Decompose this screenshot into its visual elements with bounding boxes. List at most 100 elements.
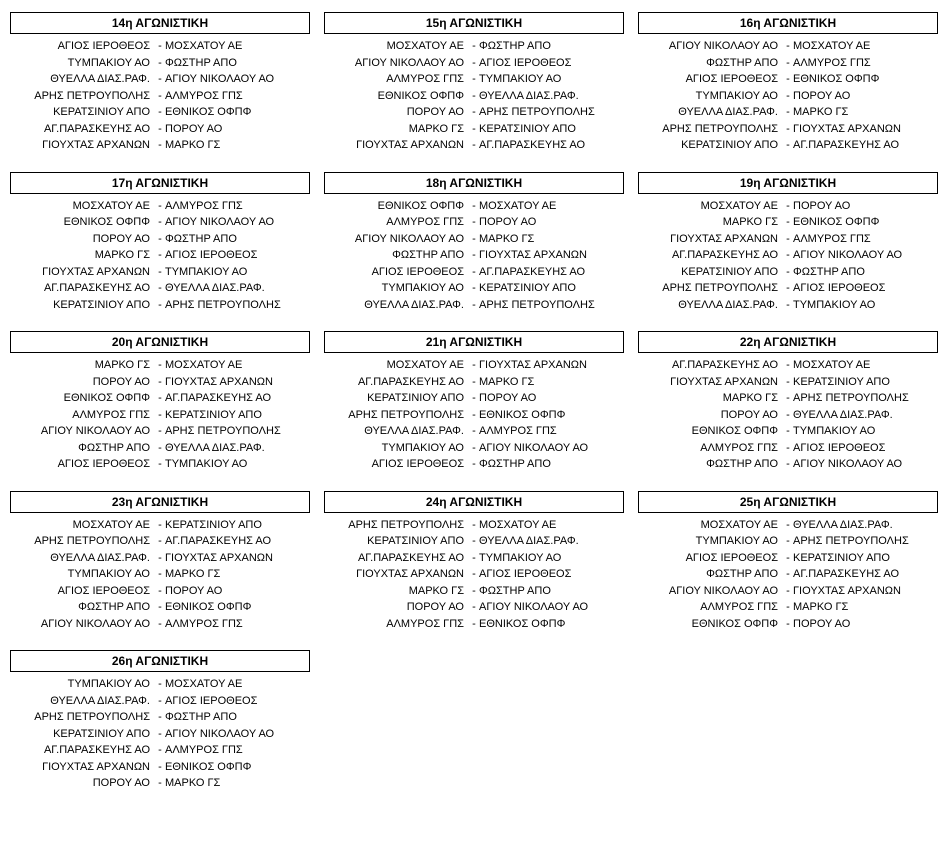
fixture-match-row: ΚΕΡΑΤΣΙΝΙΟΥ ΑΠΟ-ΑΓΙΟΥ ΝΙΚΟΛΑΟΥ ΑΟ	[10, 726, 310, 743]
fixture-match-row: ΦΩΣΤΗΡ ΑΠΟ-ΓΙΟΥΧΤΑΣ ΑΡΧΑΝΩΝ	[324, 247, 624, 264]
away-team: ΜΟΣΧΑΤΟΥ ΑΕ	[793, 357, 938, 374]
home-team: ΑΡΗΣ ΠΕΤΡΟΥΠΟΛΗΣ	[10, 88, 155, 105]
fixture-match-row: ΠΟΡΟΥ ΑΟ-ΓΙΟΥΧΤΑΣ ΑΡΧΑΝΩΝ	[10, 374, 310, 391]
home-team: ΜΑΡΚΟ ΓΣ	[10, 247, 155, 264]
match-separator: -	[783, 456, 793, 473]
home-team: ΚΕΡΑΤΣΙΝΙΟΥ ΑΠΟ	[10, 104, 155, 121]
away-team: ΠΟΡΟΥ ΑΟ	[793, 198, 938, 215]
away-team: ΠΟΡΟΥ ΑΟ	[793, 616, 938, 633]
fixture-match-row: ΑΛΜΥΡΟΣ ΓΠΣ-ΠΟΡΟΥ ΑΟ	[324, 214, 624, 231]
match-separator: -	[469, 440, 479, 457]
away-team: ΑΛΜΥΡΟΣ ΓΠΣ	[793, 55, 938, 72]
home-team: ΑΓΙΟΣ ΙΕΡΟΘΕΟΣ	[10, 38, 155, 55]
home-team: ΑΓ.ΠΑΡΑΣΚΕΥΗΣ ΑΟ	[324, 374, 469, 391]
home-team: ΕΘΝΙΚΟΣ ΟΦΠΦ	[638, 423, 783, 440]
match-separator: -	[155, 214, 165, 231]
away-team: ΑΓΙΟΥ ΝΙΚΟΛΑΟΥ ΑΟ	[165, 214, 310, 231]
match-separator: -	[783, 280, 793, 297]
fixture-match-row: ΘΥΕΛΛΑ ΔΙΑΣ.ΡΑΦ.-ΑΛΜΥΡΟΣ ΓΠΣ	[324, 423, 624, 440]
match-separator: -	[469, 550, 479, 567]
away-team: ΚΕΡΑΤΣΙΝΙΟΥ ΑΠΟ	[165, 407, 310, 424]
fixture-match-row: ΦΩΣΤΗΡ ΑΠΟ-ΑΓ.ΠΑΡΑΣΚΕΥΗΣ ΑΟ	[638, 566, 938, 583]
fixture-block: 16η ΑΓΩΝΙΣΤΙΚΗΑΓΙΟΥ ΝΙΚΟΛΑΟΥ ΑΟ-ΜΟΣΧΑΤΟΥ…	[638, 12, 938, 154]
away-team: ΑΓΙΟΥ ΝΙΚΟΛΑΟΥ ΑΟ	[165, 71, 310, 88]
home-team: ΘΥΕΛΛΑ ΔΙΑΣ.ΡΑΦ.	[324, 297, 469, 314]
home-team: ΓΙΟΥΧΤΑΣ ΑΡΧΑΝΩΝ	[638, 231, 783, 248]
match-separator: -	[469, 88, 479, 105]
match-separator: -	[155, 599, 165, 616]
fixture-match-row: ΦΩΣΤΗΡ ΑΠΟ-ΕΘΝΙΚΟΣ ΟΦΠΦ	[10, 599, 310, 616]
away-team: ΜΟΣΧΑΤΟΥ ΑΕ	[165, 676, 310, 693]
fixture-match-row: ΕΘΝΙΚΟΣ ΟΦΠΦ-ΑΓΙΟΥ ΝΙΚΟΛΑΟΥ ΑΟ	[10, 214, 310, 231]
fixture-match-row: ΚΕΡΑΤΣΙΝΙΟΥ ΑΠΟ-ΦΩΣΤΗΡ ΑΠΟ	[638, 264, 938, 281]
match-separator: -	[783, 264, 793, 281]
fixture-match-row: ΑΓΙΟΥ ΝΙΚΟΛΑΟΥ ΑΟ-ΓΙΟΥΧΤΑΣ ΑΡΧΑΝΩΝ	[638, 583, 938, 600]
fixture-block-title: 19η ΑΓΩΝΙΣΤΙΚΗ	[638, 172, 938, 194]
fixture-match-row: ΑΛΜΥΡΟΣ ΓΠΣ-ΚΕΡΑΤΣΙΝΙΟΥ ΑΠΟ	[10, 407, 310, 424]
match-separator: -	[155, 121, 165, 138]
home-team: ΠΟΡΟΥ ΑΟ	[638, 407, 783, 424]
home-team: ΜΑΡΚΟ ΓΣ	[638, 390, 783, 407]
fixture-match-row: ΑΓΙΟΣ ΙΕΡΟΘΕΟΣ-ΤΥΜΠΑΚΙΟΥ ΑΟ	[10, 456, 310, 473]
fixture-match-row: ΚΕΡΑΤΣΙΝΙΟΥ ΑΠΟ-ΑΓ.ΠΑΡΑΣΚΕΥΗΣ ΑΟ	[638, 137, 938, 154]
away-team: ΦΩΣΤΗΡ ΑΠΟ	[165, 231, 310, 248]
away-team: ΠΟΡΟΥ ΑΟ	[165, 583, 310, 600]
away-team: ΕΘΝΙΚΟΣ ΟΦΠΦ	[479, 616, 624, 633]
match-separator: -	[155, 440, 165, 457]
away-team: ΜΟΣΧΑΤΟΥ ΑΕ	[479, 517, 624, 534]
match-separator: -	[155, 456, 165, 473]
away-team: ΜΑΡΚΟ ΓΣ	[793, 599, 938, 616]
away-team: ΑΓ.ΠΑΡΑΣΚΕΥΗΣ ΑΟ	[165, 533, 310, 550]
match-separator: -	[469, 423, 479, 440]
match-separator: -	[783, 71, 793, 88]
home-team: ΜΑΡΚΟ ΓΣ	[324, 583, 469, 600]
away-team: ΘΥΕΛΛΑ ΔΙΑΣ.ΡΑΦ.	[165, 280, 310, 297]
match-separator: -	[155, 676, 165, 693]
fixture-match-row: ΦΩΣΤΗΡ ΑΠΟ-ΑΛΜΥΡΟΣ ΓΠΣ	[638, 55, 938, 72]
away-team: ΑΓΙΟΣ ΙΕΡΟΘΕΟΣ	[793, 440, 938, 457]
away-team: ΤΥΜΠΑΚΙΟΥ ΑΟ	[479, 71, 624, 88]
match-separator: -	[469, 104, 479, 121]
away-team: ΑΡΗΣ ΠΕΤΡΟΥΠΟΛΗΣ	[793, 533, 938, 550]
match-separator: -	[155, 198, 165, 215]
home-team: ΓΙΟΥΧΤΑΣ ΑΡΧΑΝΩΝ	[324, 566, 469, 583]
home-team: ΓΙΟΥΧΤΑΣ ΑΡΧΑΝΩΝ	[324, 137, 469, 154]
fixture-block-title: 18η ΑΓΩΝΙΣΤΙΚΗ	[324, 172, 624, 194]
fixture-block: 22η ΑΓΩΝΙΣΤΙΚΗΑΓ.ΠΑΡΑΣΚΕΥΗΣ ΑΟ-ΜΟΣΧΑΤΟΥ …	[638, 331, 938, 473]
away-team: ΑΡΗΣ ΠΕΤΡΟΥΠΟΛΗΣ	[165, 297, 310, 314]
home-team: ΑΡΗΣ ΠΕΤΡΟΥΠΟΛΗΣ	[324, 407, 469, 424]
home-team: ΑΓΙΟΣ ΙΕΡΟΘΕΟΣ	[324, 264, 469, 281]
fixture-match-row: ΕΘΝΙΚΟΣ ΟΦΠΦ-ΘΥΕΛΛΑ ΔΙΑΣ.ΡΑΦ.	[324, 88, 624, 105]
fixture-match-row: ΜΑΡΚΟ ΓΣ-ΑΡΗΣ ΠΕΤΡΟΥΠΟΛΗΣ	[638, 390, 938, 407]
match-separator: -	[155, 407, 165, 424]
away-team: ΑΛΜΥΡΟΣ ΓΠΣ	[165, 198, 310, 215]
away-team: ΤΥΜΠΑΚΙΟΥ ΑΟ	[165, 456, 310, 473]
fixture-match-row: ΠΟΡΟΥ ΑΟ-ΦΩΣΤΗΡ ΑΠΟ	[10, 231, 310, 248]
fixture-match-row: ΑΡΗΣ ΠΕΤΡΟΥΠΟΛΗΣ-ΜΟΣΧΑΤΟΥ ΑΕ	[324, 517, 624, 534]
match-separator: -	[155, 533, 165, 550]
away-team: ΜΑΡΚΟ ΓΣ	[165, 137, 310, 154]
away-team: ΦΩΣΤΗΡ ΑΠΟ	[165, 55, 310, 72]
home-team: ΚΕΡΑΤΣΙΝΙΟΥ ΑΠΟ	[638, 264, 783, 281]
fixture-match-row: ΑΓ.ΠΑΡΑΣΚΕΥΗΣ ΑΟ-ΤΥΜΠΑΚΙΟΥ ΑΟ	[324, 550, 624, 567]
home-team: ΑΓ.ΠΑΡΑΣΚΕΥΗΣ ΑΟ	[324, 550, 469, 567]
home-team: ΓΙΟΥΧΤΑΣ ΑΡΧΑΝΩΝ	[10, 759, 155, 776]
home-team: ΑΓΙΟΣ ΙΕΡΟΘΕΟΣ	[638, 550, 783, 567]
fixture-match-row: ΑΛΜΥΡΟΣ ΓΠΣ-ΜΑΡΚΟ ΓΣ	[638, 599, 938, 616]
match-separator: -	[469, 198, 479, 215]
fixture-match-row: ΕΘΝΙΚΟΣ ΟΦΠΦ-ΤΥΜΠΑΚΙΟΥ ΑΟ	[638, 423, 938, 440]
fixture-match-row: ΘΥΕΛΛΑ ΔΙΑΣ.ΡΑΦ.-ΓΙΟΥΧΤΑΣ ΑΡΧΑΝΩΝ	[10, 550, 310, 567]
home-team: ΚΕΡΑΤΣΙΝΙΟΥ ΑΠΟ	[638, 137, 783, 154]
away-team: ΜΟΣΧΑΤΟΥ ΑΕ	[793, 38, 938, 55]
home-team: ΦΩΣΤΗΡ ΑΠΟ	[10, 440, 155, 457]
fixture-match-row: ΜΟΣΧΑΤΟΥ ΑΕ-ΘΥΕΛΛΑ ΔΙΑΣ.ΡΑΦ.	[638, 517, 938, 534]
home-team: ΦΩΣΤΗΡ ΑΠΟ	[10, 599, 155, 616]
fixture-match-row: ΑΓΙΟΣ ΙΕΡΟΘΕΟΣ-ΠΟΡΟΥ ΑΟ	[10, 583, 310, 600]
away-team: ΑΡΗΣ ΠΕΤΡΟΥΠΟΛΗΣ	[793, 390, 938, 407]
away-team: ΤΥΜΠΑΚΙΟΥ ΑΟ	[793, 297, 938, 314]
away-team: ΘΥΕΛΛΑ ΔΙΑΣ.ΡΑΦ.	[793, 407, 938, 424]
away-team: ΑΓΙΟΥ ΝΙΚΟΛΑΟΥ ΑΟ	[793, 247, 938, 264]
home-team: ΚΕΡΑΤΣΙΝΙΟΥ ΑΠΟ	[10, 297, 155, 314]
match-separator: -	[783, 104, 793, 121]
home-team: ΤΥΜΠΑΚΙΟΥ ΑΟ	[638, 533, 783, 550]
